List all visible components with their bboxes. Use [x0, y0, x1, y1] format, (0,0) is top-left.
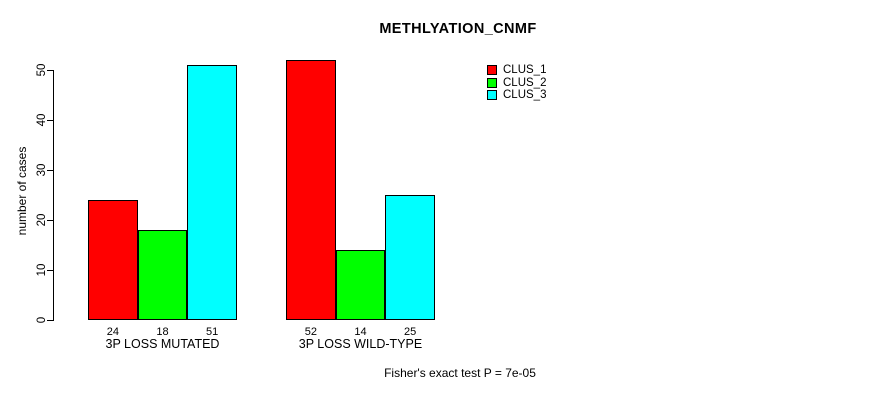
category-label: 3P LOSS MUTATED [105, 337, 220, 351]
bar-value-label: 51 [206, 326, 219, 338]
y-tick-label: 40 [36, 113, 48, 127]
bar-clus_2-group2 [335, 250, 386, 320]
y-tick [47, 169, 54, 171]
bar-value-label: 18 [156, 326, 169, 338]
y-tick [47, 269, 54, 271]
chart-title: METHLYATION_CNMF [379, 21, 537, 37]
y-tick-label: 10 [36, 263, 48, 277]
bar-clus_3-group2 [385, 195, 435, 320]
bar-value-label: 14 [354, 326, 367, 338]
y-axis-line [53, 70, 54, 321]
legend: CLUS_1 CLUS_2 CLUS_3 [487, 64, 546, 102]
bar-value-label: 52 [304, 326, 317, 338]
bar-clus_1-group2 [286, 60, 336, 320]
y-tick-label: 0 [36, 316, 48, 324]
legend-item-clus_2: CLUS_2 [487, 77, 546, 90]
legend-label: CLUS_1 [503, 64, 547, 77]
legend-item-clus_1: CLUS_1 [487, 64, 546, 77]
legend-item-clus_3: CLUS_3 [487, 89, 546, 102]
legend-swatch-icon [487, 77, 497, 88]
y-tick [47, 319, 54, 321]
annotation-text: Fisher's exact test P = 7e-05 [384, 366, 536, 380]
bar-clus_3-group1 [187, 65, 237, 320]
category-label: 3P LOSS WILD-TYPE [298, 337, 423, 351]
y-tick-label: 50 [36, 63, 48, 77]
bar-value-label: 25 [404, 326, 417, 338]
y-tick [47, 119, 54, 121]
legend-swatch-icon [487, 90, 497, 101]
legend-swatch-icon [487, 65, 497, 76]
bar-clus_2-group1 [137, 230, 188, 320]
y-tick-label: 30 [36, 163, 48, 177]
y-tick [47, 69, 54, 71]
bar-clus_1-group1 [88, 200, 138, 320]
bar-value-label: 24 [106, 326, 119, 338]
y-tick-label: 20 [36, 213, 48, 227]
legend-label: CLUS_2 [503, 76, 547, 89]
legend-label: CLUS_3 [503, 89, 547, 102]
y-tick [47, 219, 54, 221]
